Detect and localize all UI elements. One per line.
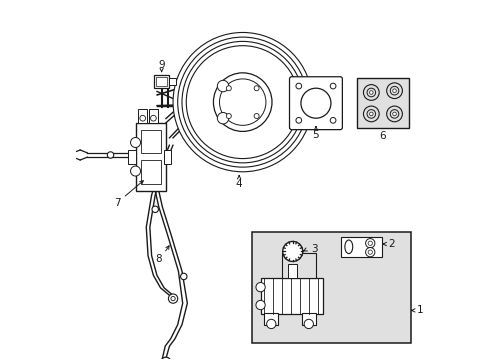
Text: 8: 8 (155, 253, 162, 264)
Bar (138, 109, 147, 123)
Bar (141, 130, 160, 153)
Bar (128, 150, 136, 164)
Circle shape (329, 83, 335, 89)
Bar (288, 264, 296, 278)
Text: 3: 3 (311, 244, 317, 253)
Circle shape (392, 89, 395, 93)
Bar (169, 78, 176, 85)
Circle shape (226, 86, 231, 91)
Circle shape (254, 113, 259, 118)
Circle shape (217, 80, 228, 92)
Circle shape (304, 319, 313, 329)
Circle shape (369, 91, 372, 94)
Circle shape (366, 110, 375, 118)
Circle shape (255, 300, 264, 310)
Circle shape (392, 112, 395, 116)
Circle shape (180, 273, 186, 280)
Circle shape (295, 83, 301, 89)
Text: 7: 7 (114, 198, 121, 207)
Bar (340, 237, 381, 257)
Circle shape (152, 206, 158, 212)
Circle shape (266, 319, 275, 329)
Circle shape (329, 117, 335, 123)
Circle shape (130, 166, 140, 176)
Circle shape (365, 239, 374, 248)
Bar (149, 109, 157, 123)
Circle shape (217, 112, 228, 124)
Bar (260, 278, 323, 314)
Text: 5: 5 (312, 130, 319, 140)
Circle shape (255, 283, 264, 292)
Circle shape (363, 106, 378, 122)
Circle shape (226, 113, 231, 118)
Circle shape (254, 86, 259, 91)
Circle shape (366, 88, 375, 97)
Text: 4: 4 (235, 179, 242, 189)
Circle shape (168, 294, 177, 303)
Bar (251, 232, 410, 342)
Bar (141, 160, 160, 184)
Circle shape (389, 110, 398, 118)
Circle shape (369, 112, 372, 116)
Circle shape (295, 117, 301, 123)
Circle shape (140, 115, 145, 121)
Circle shape (107, 152, 114, 158)
Circle shape (365, 248, 374, 257)
Circle shape (386, 83, 402, 99)
Circle shape (389, 86, 398, 95)
Bar (301, 313, 315, 325)
Bar (264, 313, 278, 325)
Text: 9: 9 (158, 60, 164, 69)
Circle shape (282, 242, 302, 261)
Bar (156, 77, 166, 86)
Circle shape (173, 32, 312, 172)
Bar (153, 75, 169, 88)
Text: 2: 2 (387, 239, 394, 249)
Circle shape (386, 106, 402, 122)
Bar (135, 123, 165, 191)
Bar (164, 150, 171, 164)
Text: 1: 1 (416, 305, 423, 315)
Circle shape (150, 115, 156, 121)
Bar (356, 78, 408, 128)
Circle shape (300, 88, 330, 118)
Circle shape (213, 73, 271, 131)
Circle shape (130, 138, 140, 148)
Circle shape (363, 85, 378, 100)
FancyBboxPatch shape (289, 77, 342, 130)
Bar (282, 253, 315, 278)
Circle shape (161, 357, 171, 360)
Text: 6: 6 (379, 131, 386, 141)
